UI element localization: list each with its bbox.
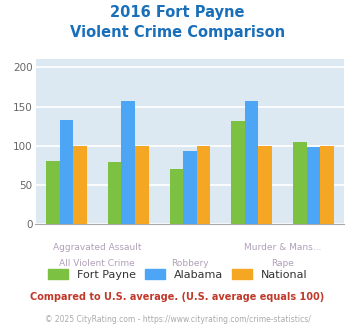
Text: © 2025 CityRating.com - https://www.cityrating.com/crime-statistics/: © 2025 CityRating.com - https://www.city… xyxy=(45,315,310,324)
Text: Murder & Mans...: Murder & Mans... xyxy=(244,243,321,251)
Bar xyxy=(73,146,87,224)
Bar xyxy=(108,162,121,224)
Bar xyxy=(258,146,272,224)
Bar xyxy=(183,150,197,224)
Legend: Fort Payne, Alabama, National: Fort Payne, Alabama, National xyxy=(43,265,312,284)
Bar xyxy=(307,148,320,224)
Text: Violent Crime Comparison: Violent Crime Comparison xyxy=(70,25,285,40)
Bar xyxy=(46,161,60,224)
Text: 2016 Fort Payne: 2016 Fort Payne xyxy=(110,5,245,20)
Bar xyxy=(170,169,183,224)
Text: Rape: Rape xyxy=(271,259,294,268)
Bar xyxy=(121,101,135,224)
Text: All Violent Crime: All Violent Crime xyxy=(59,259,135,268)
Bar xyxy=(231,121,245,224)
Bar xyxy=(320,146,334,224)
Text: Robbery: Robbery xyxy=(171,259,209,268)
Bar xyxy=(245,101,258,224)
Text: Compared to U.S. average. (U.S. average equals 100): Compared to U.S. average. (U.S. average … xyxy=(31,292,324,302)
Bar xyxy=(135,146,148,224)
Text: Aggravated Assault: Aggravated Assault xyxy=(53,243,142,251)
Bar xyxy=(197,146,210,224)
Bar xyxy=(293,142,307,224)
Bar xyxy=(60,120,73,224)
